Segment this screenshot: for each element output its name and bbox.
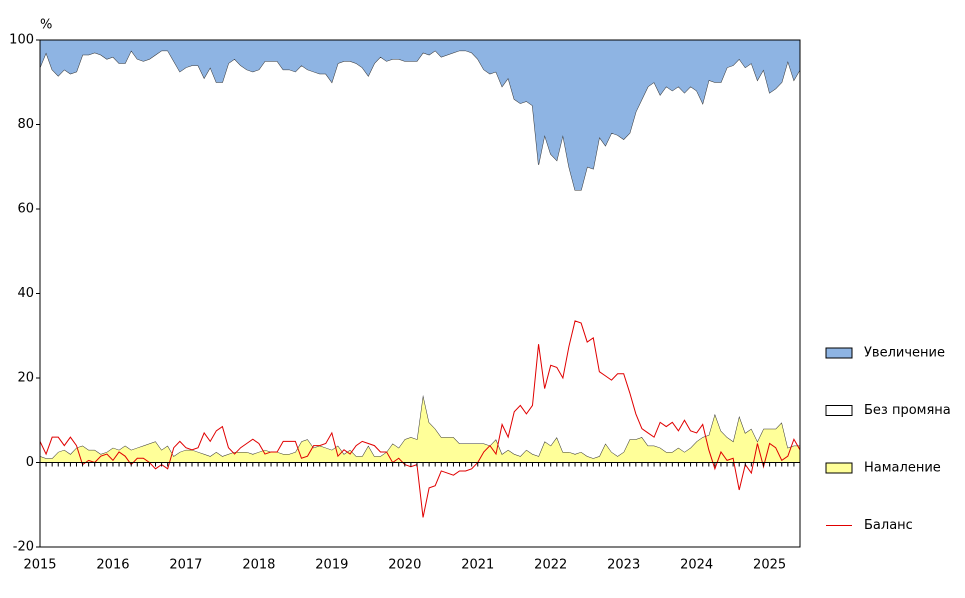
legend-label: Увеличение (864, 346, 945, 361)
legend-label: Намаление (864, 461, 941, 476)
legend-swatch (825, 347, 853, 359)
y-axis-label: % (40, 18, 52, 33)
area (40, 394, 800, 463)
x-tick-label: 2025 (753, 558, 786, 573)
x-tick-label: 2020 (388, 558, 421, 573)
y-tick-label: 20 (17, 371, 34, 386)
y-tick-label: 40 (17, 286, 34, 301)
line (39, 320, 801, 518)
y-tick-label: 60 (17, 202, 34, 217)
area (40, 40, 800, 190)
legend-swatch (825, 462, 853, 474)
legend-label: Без промяна (864, 403, 951, 418)
y-tick-label: 100 (9, 33, 34, 48)
legend-label: Баланс (864, 518, 913, 533)
y-tick-label: 0 (26, 455, 34, 470)
area-edge (39, 394, 800, 459)
x-tick-label: 2017 (169, 558, 202, 573)
x-tick-label: 2021 (461, 558, 494, 573)
x-tick-label: 2024 (680, 558, 713, 573)
x-tick-label: 2023 (607, 558, 640, 573)
x-tick-label: 2015 (23, 558, 56, 573)
x-tick-label: 2022 (534, 558, 567, 573)
x-tick-label: 2016 (96, 558, 129, 573)
y-tick-label: -20 (13, 540, 34, 555)
x-tick-label: 2019 (315, 558, 348, 573)
x-tick-label: 2018 (242, 558, 275, 573)
y-tick-label: 80 (17, 117, 34, 132)
area (40, 50, 800, 459)
legend-swatch (825, 405, 853, 416)
